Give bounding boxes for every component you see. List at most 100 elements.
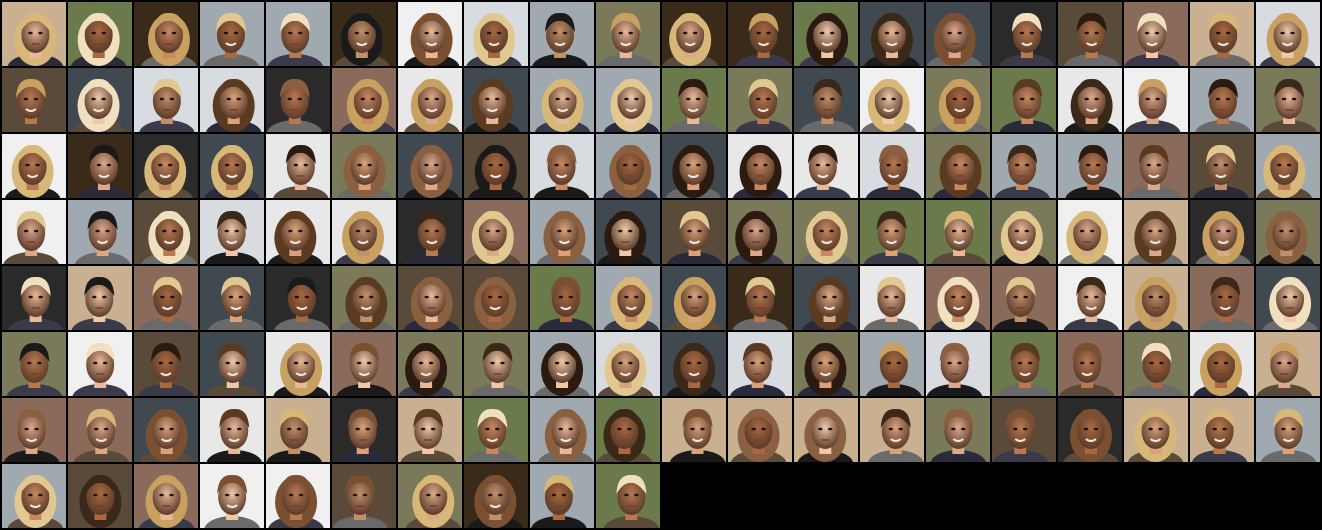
face-thumbnail	[728, 398, 792, 462]
face-thumbnail	[662, 134, 726, 198]
face-thumbnail	[200, 68, 264, 132]
face-thumbnail	[1190, 266, 1254, 330]
face-thumbnail	[860, 200, 924, 264]
face-thumbnail	[200, 266, 264, 330]
face-thumbnail	[1124, 398, 1188, 462]
face-thumbnail	[860, 2, 924, 66]
face-thumbnail	[134, 398, 198, 462]
face-thumbnail	[662, 200, 726, 264]
face-thumbnail	[530, 134, 594, 198]
face-thumbnail	[992, 68, 1056, 132]
face-thumbnail	[266, 68, 330, 132]
face-thumbnail	[332, 200, 396, 264]
face-thumbnail	[266, 398, 330, 462]
face-thumbnail	[398, 68, 462, 132]
face-thumbnail	[926, 68, 990, 132]
face-thumbnail	[794, 134, 858, 198]
face-thumbnail	[2, 266, 66, 330]
face-thumbnail	[596, 134, 660, 198]
face-thumbnail	[794, 332, 858, 396]
face-thumbnail	[464, 200, 528, 264]
face-thumbnail	[794, 398, 858, 462]
face-thumbnail	[662, 2, 726, 66]
face-thumbnail	[992, 200, 1056, 264]
face-thumbnail	[266, 134, 330, 198]
face-thumbnail	[134, 332, 198, 396]
face-thumbnail	[1124, 266, 1188, 330]
face-thumbnail	[728, 200, 792, 264]
face-thumbnail	[728, 332, 792, 396]
face-thumbnail	[332, 2, 396, 66]
face-thumbnail	[398, 2, 462, 66]
face-thumbnail	[860, 266, 924, 330]
face-thumbnail	[68, 464, 132, 528]
face-thumbnail	[266, 464, 330, 528]
face-thumbnail	[1190, 398, 1254, 462]
face-thumbnail	[1124, 200, 1188, 264]
face-thumbnail	[464, 398, 528, 462]
face-thumbnail	[398, 464, 462, 528]
face-thumbnail	[332, 398, 396, 462]
face-thumbnail	[134, 266, 198, 330]
face-thumbnail	[1058, 332, 1122, 396]
face-thumbnail	[926, 134, 990, 198]
face-thumbnail	[1190, 68, 1254, 132]
face-thumbnail	[596, 332, 660, 396]
face-thumbnail	[860, 68, 924, 132]
face-thumbnail	[266, 332, 330, 396]
face-thumbnail	[1256, 2, 1320, 66]
face-thumbnail	[2, 332, 66, 396]
face-thumbnail	[1124, 134, 1188, 198]
face-thumbnail	[530, 266, 594, 330]
face-thumbnail	[662, 332, 726, 396]
face-thumbnail	[1256, 266, 1320, 330]
face-thumbnail	[1190, 134, 1254, 198]
face-thumbnail	[530, 398, 594, 462]
face-thumbnail	[926, 332, 990, 396]
face-thumbnail	[2, 68, 66, 132]
face-thumbnail	[134, 464, 198, 528]
face-thumbnail	[200, 134, 264, 198]
face-thumbnail	[596, 464, 660, 528]
face-thumbnail	[266, 266, 330, 330]
face-thumbnail	[332, 332, 396, 396]
face-thumbnail	[728, 2, 792, 66]
face-thumbnail	[1124, 68, 1188, 132]
face-thumbnail	[2, 464, 66, 528]
face-thumbnail	[530, 200, 594, 264]
face-thumbnail	[332, 266, 396, 330]
face-thumbnail	[68, 266, 132, 330]
face-thumbnail	[596, 200, 660, 264]
face-thumbnail	[728, 134, 792, 198]
face-thumbnail	[992, 266, 1056, 330]
face-thumbnail	[596, 2, 660, 66]
face-thumbnail	[398, 266, 462, 330]
face-thumbnail	[728, 266, 792, 330]
face-thumbnail	[134, 134, 198, 198]
face-thumbnail	[1058, 68, 1122, 132]
face-thumbnail	[2, 2, 66, 66]
face-thumbnail	[200, 332, 264, 396]
face-thumbnail	[1058, 398, 1122, 462]
face-thumbnail	[794, 68, 858, 132]
face-thumbnail	[1058, 266, 1122, 330]
face-thumbnail	[992, 398, 1056, 462]
face-thumbnail	[926, 2, 990, 66]
face-thumbnail	[1190, 200, 1254, 264]
face-thumbnail	[596, 68, 660, 132]
face-thumbnail	[860, 332, 924, 396]
face-thumbnail	[332, 134, 396, 198]
face-thumbnail	[596, 398, 660, 462]
face-thumbnail	[662, 398, 726, 462]
face-thumbnail	[200, 464, 264, 528]
face-thumbnail	[926, 398, 990, 462]
face-thumbnail	[1058, 2, 1122, 66]
face-thumbnail	[68, 200, 132, 264]
face-thumbnail	[200, 200, 264, 264]
face-thumbnail	[68, 332, 132, 396]
face-thumbnail	[662, 68, 726, 132]
face-thumbnail	[794, 2, 858, 66]
face-thumbnail	[464, 332, 528, 396]
face-thumbnail	[266, 200, 330, 264]
